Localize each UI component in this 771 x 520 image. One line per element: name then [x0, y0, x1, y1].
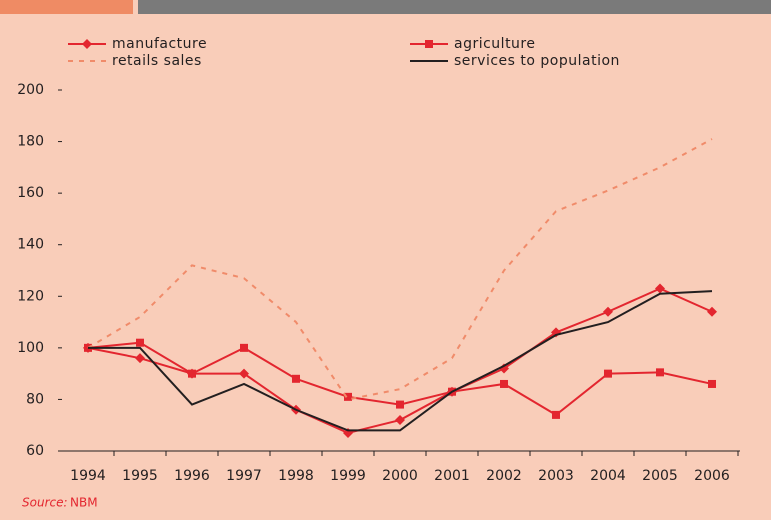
legend-label: retails sales	[112, 53, 202, 69]
header-tab	[0, 0, 133, 14]
series-line	[87, 287, 713, 435]
legend-marker	[425, 40, 433, 48]
x-tick-label: 1996	[174, 468, 210, 484]
marker	[552, 410, 560, 419]
y-tick-label: 200	[17, 82, 44, 98]
marker	[604, 369, 612, 378]
marker	[240, 343, 248, 352]
header-bar	[138, 0, 771, 14]
marker	[135, 353, 145, 364]
series-line	[87, 138, 713, 401]
y-tick-label: 100	[17, 340, 44, 356]
marker	[239, 368, 249, 379]
marker	[188, 369, 196, 378]
marker	[708, 379, 716, 388]
x-tick-label: 1999	[330, 468, 366, 484]
legend-label: services to population	[454, 53, 620, 69]
y-tick-label: 80	[26, 391, 44, 407]
marker	[499, 363, 509, 374]
x-tick-label: 2000	[382, 468, 418, 484]
marker	[344, 392, 352, 401]
marker	[396, 400, 404, 409]
y-tick-label: 120	[17, 288, 44, 304]
y-tick-label: 60	[26, 443, 44, 459]
marker	[136, 338, 144, 347]
y-tick-label: 140	[17, 237, 44, 253]
x-tick-label: 1994	[70, 468, 106, 484]
legend-marker	[82, 39, 92, 49]
marker	[603, 306, 613, 317]
x-tick-label: 1997	[226, 468, 262, 484]
y-tick-label: 180	[17, 134, 44, 150]
x-tick-label: 2004	[590, 468, 626, 484]
marker	[292, 374, 300, 383]
x-tick-label: 2001	[434, 468, 470, 484]
marker	[395, 415, 405, 426]
x-tick-label: 1995	[122, 468, 158, 484]
source-label: Source:	[22, 496, 68, 510]
x-tick-label: 2002	[486, 468, 522, 484]
x-tick-label: 1998	[278, 468, 314, 484]
x-tick-label: 2005	[642, 468, 678, 484]
marker	[656, 368, 664, 377]
legend-label: manufacture	[112, 36, 207, 52]
marker	[655, 283, 665, 294]
series-line	[88, 290, 713, 432]
x-tick-label: 2003	[538, 468, 574, 484]
legend-label: agriculture	[454, 36, 536, 52]
marker	[707, 306, 717, 317]
y-tick-label: 160	[17, 185, 44, 201]
source: NBM	[70, 496, 98, 510]
marker	[500, 379, 508, 388]
x-tick-label: 2006	[694, 468, 730, 484]
